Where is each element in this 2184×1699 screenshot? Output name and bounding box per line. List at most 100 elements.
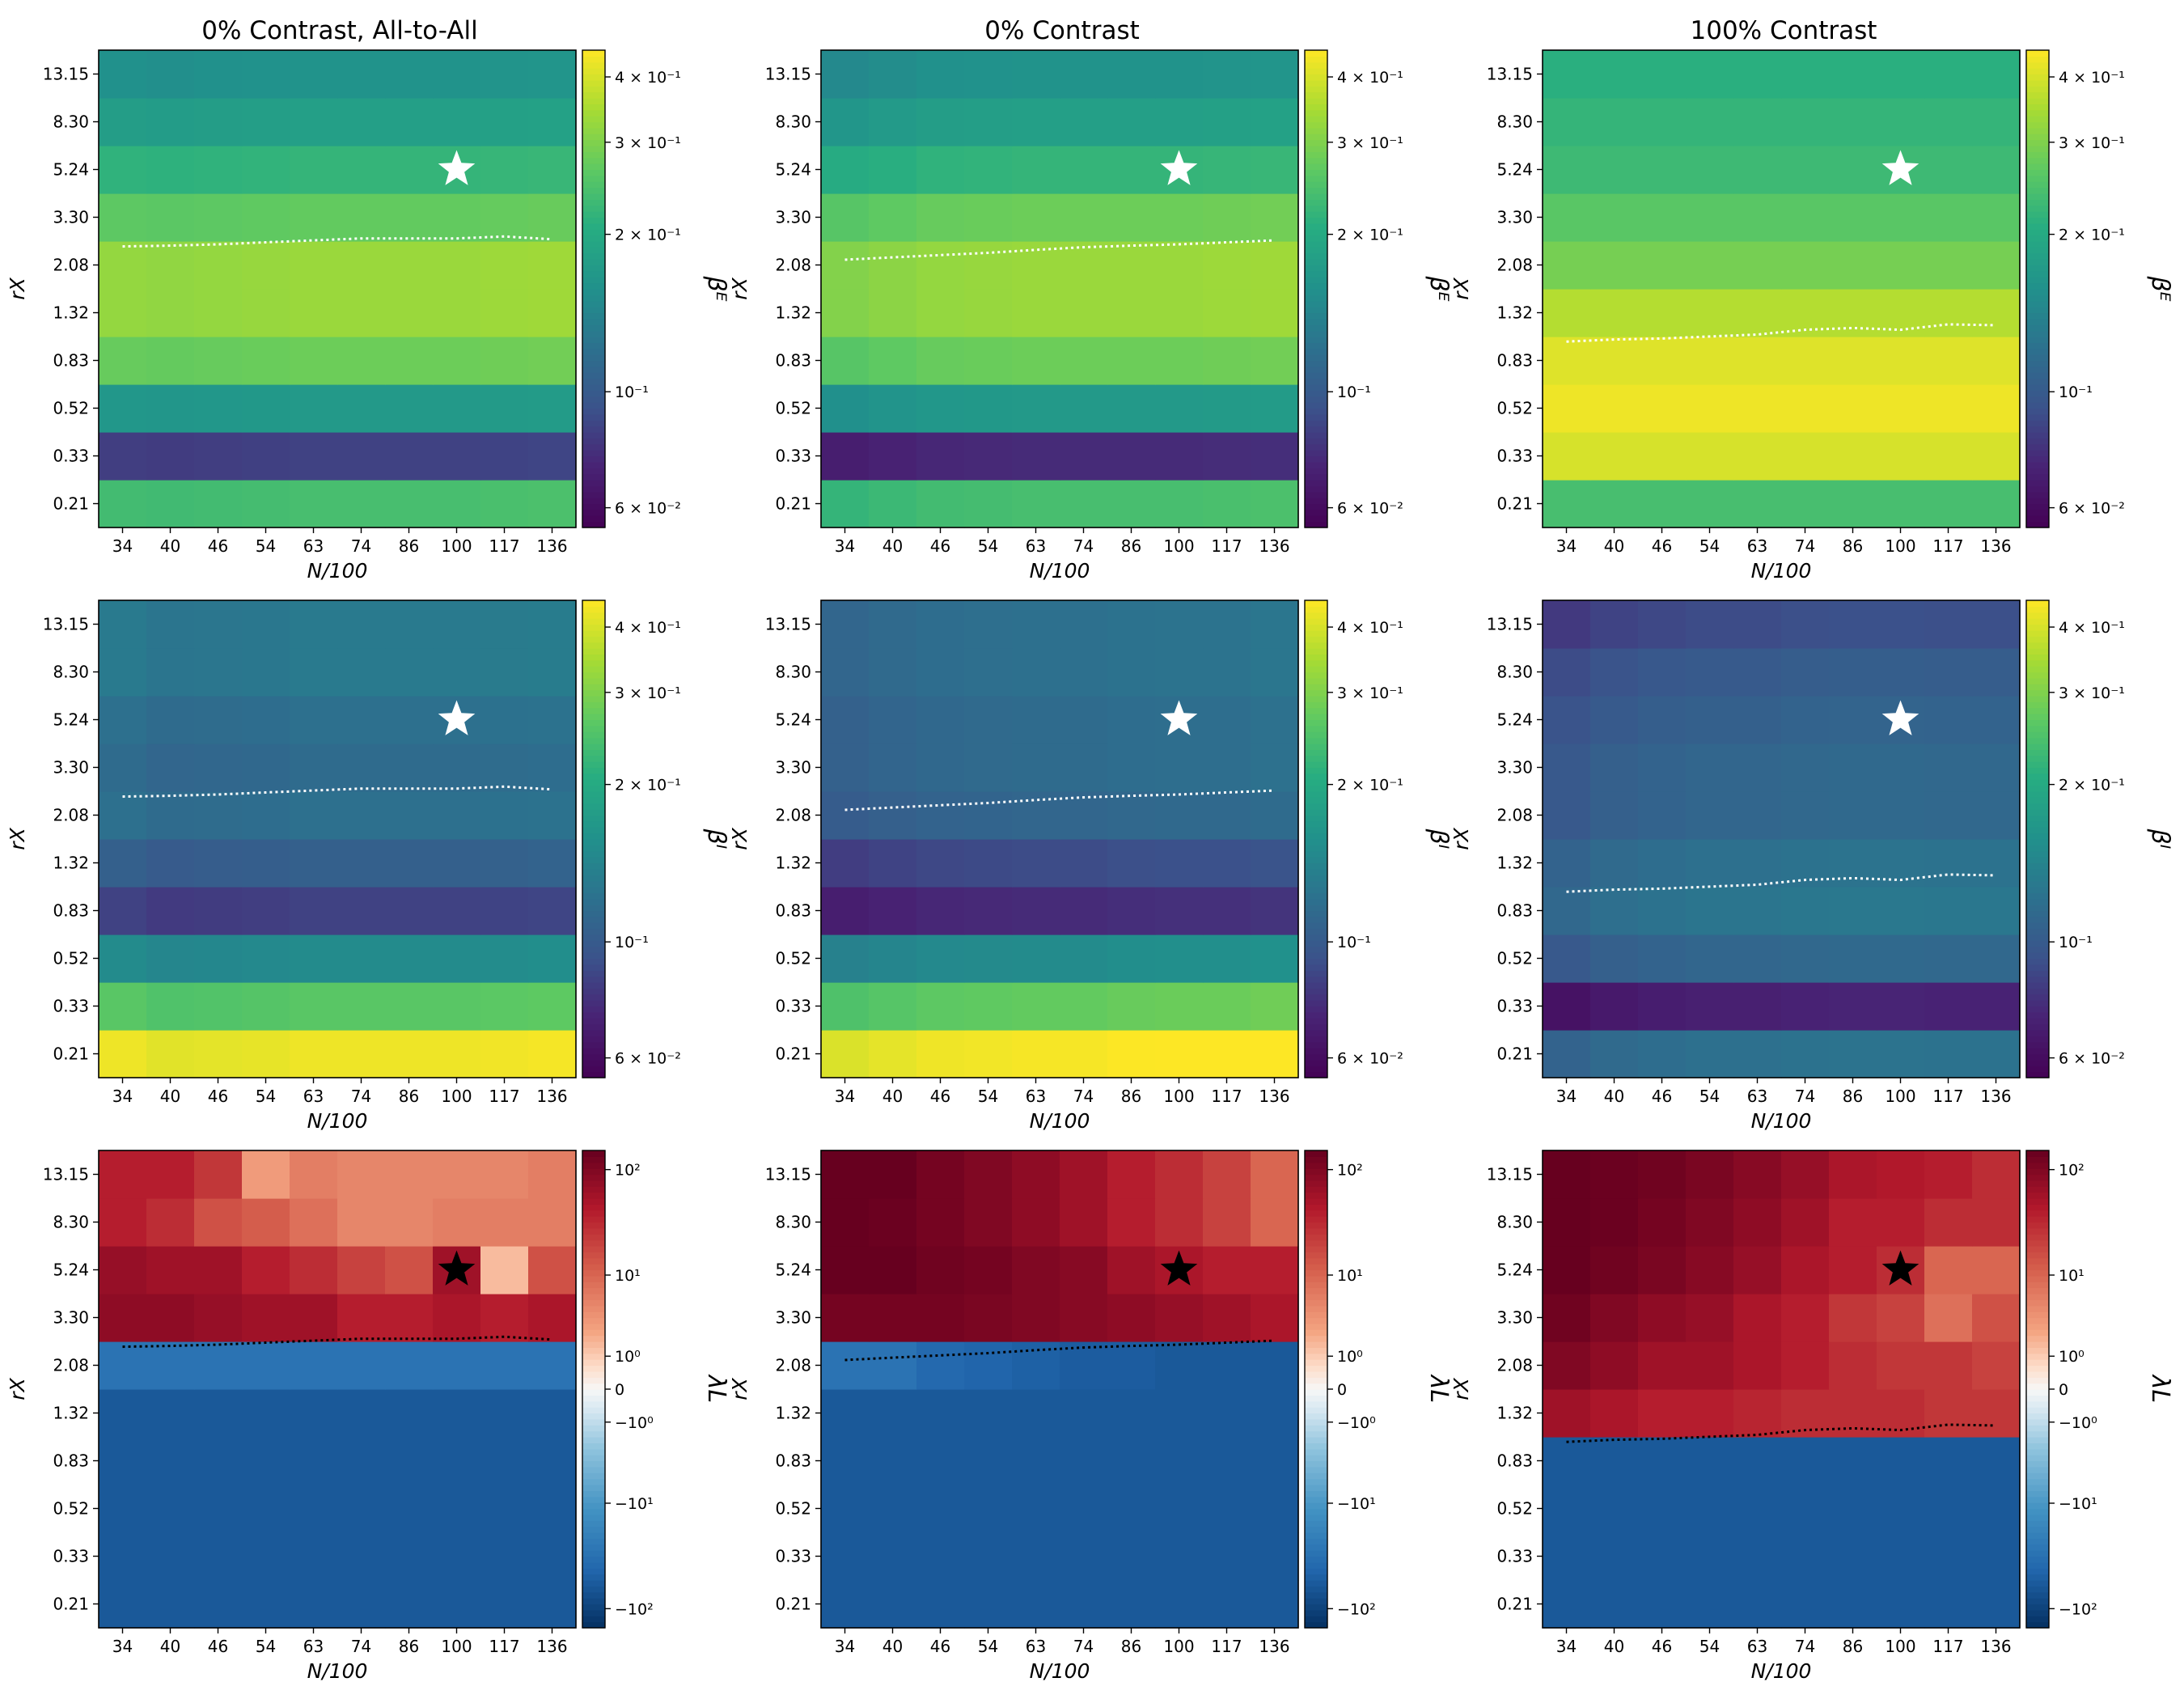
colorbar-segment <box>2026 1287 2049 1294</box>
colorbar-segment <box>1305 1616 1327 1623</box>
heatmap-cell <box>1543 934 1591 983</box>
colorbar-segment <box>1305 1341 1327 1348</box>
colorbar-segment <box>1305 61 1327 69</box>
x-tick-label: 54 <box>978 1087 998 1106</box>
colorbar-segment <box>1305 1520 1327 1527</box>
heatmap-cell <box>1543 1580 1591 1629</box>
heatmap-cell <box>1924 193 1973 242</box>
heatmap-cell <box>1781 432 1830 481</box>
colorbar-segment <box>1305 1437 1327 1443</box>
heatmap-cell <box>1924 384 1973 433</box>
colorbar-segment <box>1305 1514 1327 1521</box>
colorbar-segment <box>1305 1532 1327 1539</box>
colorbar-segment <box>582 714 605 721</box>
y-tick-label: 2.08 <box>1496 1356 1533 1375</box>
heatmap-cell <box>1924 1437 1973 1485</box>
heatmap-cell <box>480 696 529 744</box>
colorbar-segment <box>2026 910 2049 917</box>
y-tick-label: 5.24 <box>775 710 811 730</box>
heatmap-cell <box>146 432 195 481</box>
heatmap-cell <box>916 648 965 697</box>
colorbar-segment <box>2026 1621 2049 1629</box>
heatmap-cell <box>1155 384 1204 433</box>
heatmap-cell <box>1638 384 1687 433</box>
heatmap-cell <box>1543 1341 1591 1390</box>
panel-r3-c1: 34 40 46 54 63 74 86 100 117 1360.210.330.520.831… <box>6 1150 730 1683</box>
colorbar-segment <box>2026 222 2049 230</box>
colorbar-segment <box>582 1347 605 1354</box>
colorbar-segment <box>2026 767 2049 774</box>
heatmap-cell <box>528 432 577 481</box>
heatmap-cell <box>1251 744 1299 792</box>
heatmap-cell <box>1107 696 1156 744</box>
heatmap-cell <box>290 791 338 840</box>
colorbar-segment <box>582 898 605 905</box>
heatmap-cell <box>194 1030 243 1078</box>
heatmap-cell <box>916 1030 965 1078</box>
heatmap-cell <box>1686 384 1734 433</box>
heatmap-cell <box>869 648 917 697</box>
y-axis-label: rX <box>728 277 751 299</box>
colorbar-segment <box>2026 1341 2049 1348</box>
heatmap-cell <box>1686 480 1734 528</box>
heatmap-cell <box>1733 193 1782 242</box>
colorbar-segment <box>582 491 605 498</box>
colorbar-segment <box>582 1059 605 1066</box>
colorbar-segment <box>582 1395 605 1402</box>
heatmap-cell <box>337 839 386 888</box>
colorbar-tick-label: 2 × 10⁻¹ <box>615 227 681 244</box>
colorbar-segment <box>1305 892 1327 900</box>
heatmap-cell <box>146 1485 195 1533</box>
colorbar-segment <box>1305 282 1327 290</box>
heatmap-cell <box>1060 289 1108 337</box>
heatmap-cell <box>1155 337 1204 385</box>
heatmap-cell <box>1686 648 1734 697</box>
colorbar-segment <box>582 1234 605 1241</box>
colorbar-segment <box>582 372 605 379</box>
y-tick-label: 13.15 <box>43 65 89 84</box>
colorbar-segment <box>2026 714 2049 721</box>
y-tick-label: 0.83 <box>775 901 811 921</box>
colorbar-segment <box>582 1580 605 1587</box>
y-tick-label: 1.32 <box>1496 303 1533 323</box>
colorbar-segment <box>582 654 605 661</box>
colorbar-segment <box>2026 270 2049 278</box>
heatmap-cell <box>1686 1150 1734 1199</box>
colorbar-segment <box>2026 450 2049 457</box>
colorbar-segment <box>1305 1478 1327 1485</box>
boundary-line <box>1566 873 1996 893</box>
colorbar-segment <box>582 1317 605 1324</box>
colorbar-segment <box>1305 515 1327 523</box>
heatmap-cell <box>337 98 386 146</box>
heatmap-cell <box>1972 480 2021 528</box>
colorbar-segment <box>1305 1204 1327 1211</box>
heatmap-cell <box>1924 1030 1973 1078</box>
heatmap-cell <box>337 193 386 242</box>
y-axis-label: rX <box>728 827 751 850</box>
heatmap-cell <box>99 1532 147 1581</box>
colorbar-segment <box>1305 1059 1327 1066</box>
heatmap-cell <box>194 432 243 481</box>
colorbar-tick-label: 6 × 10⁻² <box>2059 500 2125 518</box>
heatmap-cell <box>1590 98 1639 146</box>
colorbar-tick-label: 10² <box>615 1162 641 1180</box>
colorbar-segment <box>1305 642 1327 649</box>
heatmap-cell <box>1924 744 1973 792</box>
boundary-line <box>1566 323 1996 343</box>
heatmap-cell <box>964 1246 1013 1294</box>
heatmap-cell <box>1781 50 1830 99</box>
colorbar-segment <box>2026 318 2049 325</box>
colorbar-segment <box>582 612 605 619</box>
colorbar-segment <box>1305 294 1327 302</box>
heatmap-cell <box>1638 1485 1687 1533</box>
heatmap-cell <box>1203 193 1251 242</box>
heatmap-cell <box>1155 98 1204 146</box>
heatmap-cell <box>242 744 290 792</box>
y-tick-label: 0.33 <box>775 997 811 1016</box>
heatmap-cell <box>1060 98 1108 146</box>
x-tick-label: 100 <box>441 1637 472 1656</box>
colorbar-segment <box>1305 151 1327 159</box>
colorbar-segment <box>1305 1011 1327 1019</box>
heatmap-cell <box>242 337 290 385</box>
